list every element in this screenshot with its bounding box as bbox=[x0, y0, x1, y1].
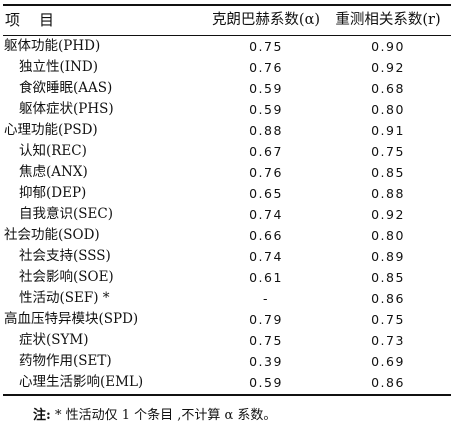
table-row: 躯体症状(PHS) 0.59 0.80 bbox=[0, 99, 454, 120]
r-value: 0.80 bbox=[371, 228, 405, 243]
header-item: 项 目 bbox=[5, 11, 57, 29]
r-value: 0.80 bbox=[371, 102, 405, 117]
alpha-value: 0.61 bbox=[249, 270, 283, 285]
table-row: 食欲睡眠(AAS) 0.59 0.68 bbox=[0, 78, 454, 99]
r-value: 0.92 bbox=[371, 207, 405, 222]
footnote-text: * 性活动仅 1 个条目 ,不计算 α 系数。 bbox=[50, 408, 277, 423]
alpha-value: 0.75 bbox=[249, 39, 283, 54]
row-label: 心理功能(PSD) bbox=[4, 122, 98, 138]
table-row: 性活动(SEF) * - 0.86 bbox=[0, 288, 454, 309]
row-label: 自我意识(SEC) bbox=[19, 206, 113, 222]
table-row: 认知(REC) 0.67 0.75 bbox=[0, 141, 454, 162]
header-r: 重测相关系数(r) bbox=[335, 12, 441, 28]
r-value: 0.89 bbox=[371, 249, 405, 264]
r-value: 0.75 bbox=[371, 312, 405, 327]
row-label: 焦虑(ANX) bbox=[19, 164, 88, 180]
table-row: 高血压特异模块(SPD) 0.79 0.75 bbox=[0, 309, 454, 330]
header-rule bbox=[3, 35, 451, 36]
alpha-value: 0.67 bbox=[249, 144, 283, 159]
alpha-value: 0.74 bbox=[249, 207, 283, 222]
r-value: 0.69 bbox=[371, 354, 405, 369]
row-label: 独立性(IND) bbox=[19, 59, 99, 75]
alpha-value: 0.59 bbox=[249, 81, 283, 96]
row-label: 躯体功能(PHD) bbox=[4, 38, 101, 54]
alpha-value: 0.79 bbox=[249, 312, 283, 327]
alpha-value: 0.59 bbox=[249, 102, 283, 117]
alpha-value: 0.66 bbox=[249, 228, 283, 243]
table-row: 药物作用(SET) 0.39 0.69 bbox=[0, 351, 454, 372]
r-value: 0.75 bbox=[371, 144, 405, 159]
alpha-value: 0.76 bbox=[249, 60, 283, 75]
r-value: 0.86 bbox=[371, 291, 405, 306]
row-label: 性活动(SEF) * bbox=[19, 290, 110, 306]
footnote-label: 注: bbox=[33, 408, 51, 423]
r-value: 0.92 bbox=[371, 60, 405, 75]
table-row: 躯体功能(PHD) 0.75 0.90 bbox=[0, 36, 454, 57]
r-value: 0.86 bbox=[371, 375, 405, 390]
row-label: 心理生活影响(EML) bbox=[19, 374, 144, 390]
alpha-value: 0.76 bbox=[249, 165, 283, 180]
table-row: 焦虑(ANX) 0.76 0.85 bbox=[0, 162, 454, 183]
table-bottom-rule bbox=[3, 394, 451, 396]
table-row: 独立性(IND) 0.76 0.92 bbox=[0, 57, 454, 78]
r-value: 0.88 bbox=[371, 186, 405, 201]
table-top-rule bbox=[3, 4, 451, 6]
row-label: 认知(REC) bbox=[19, 143, 87, 159]
table-row: 自我意识(SEC) 0.74 0.92 bbox=[0, 204, 454, 225]
row-label: 社会功能(SOD) bbox=[4, 227, 100, 243]
r-value: 0.90 bbox=[371, 39, 405, 54]
table-row: 社会支持(SSS) 0.74 0.89 bbox=[0, 246, 454, 267]
r-value: 0.85 bbox=[371, 165, 405, 180]
alpha-value: 0.39 bbox=[249, 354, 283, 369]
table-row: 心理功能(PSD) 0.88 0.91 bbox=[0, 120, 454, 141]
r-value: 0.68 bbox=[371, 81, 405, 96]
table-row: 社会功能(SOD) 0.66 0.80 bbox=[0, 225, 454, 246]
table-row: 心理生活影响(EML) 0.59 0.86 bbox=[0, 372, 454, 393]
row-label: 食欲睡眠(AAS) bbox=[19, 80, 113, 96]
alpha-value: 0.59 bbox=[249, 375, 283, 390]
alpha-value: 0.74 bbox=[249, 249, 283, 264]
alpha-value: - bbox=[262, 291, 269, 306]
row-label: 抑郁(DEP) bbox=[19, 185, 87, 201]
row-label: 高血压特异模块(SPD) bbox=[4, 311, 139, 327]
alpha-value: 0.75 bbox=[249, 333, 283, 348]
table-footnote: 注: * 性活动仅 1 个条目 ,不计算 α 系数。 bbox=[33, 404, 276, 423]
row-label: 症状(SYM) bbox=[19, 332, 89, 348]
table-row: 抑郁(DEP) 0.65 0.88 bbox=[0, 183, 454, 204]
row-label: 躯体症状(PHS) bbox=[19, 101, 114, 117]
alpha-value: 0.88 bbox=[249, 123, 283, 138]
header-alpha: 克朗巴赫系数(α) bbox=[211, 12, 321, 28]
table-row: 症状(SYM) 0.75 0.73 bbox=[0, 330, 454, 351]
row-label: 社会影响(SOE) bbox=[19, 269, 114, 285]
r-value: 0.73 bbox=[371, 333, 405, 348]
table-row: 社会影响(SOE) 0.61 0.85 bbox=[0, 267, 454, 288]
row-label: 药物作用(SET) bbox=[19, 353, 112, 369]
table-body: 躯体功能(PHD) 0.75 0.90 独立性(IND) 0.76 0.92 食欲睡眠(AA… bbox=[0, 36, 454, 393]
r-value: 0.85 bbox=[371, 270, 405, 285]
alpha-value: 0.65 bbox=[249, 186, 283, 201]
r-value: 0.91 bbox=[371, 123, 405, 138]
row-label: 社会支持(SSS) bbox=[19, 248, 111, 264]
